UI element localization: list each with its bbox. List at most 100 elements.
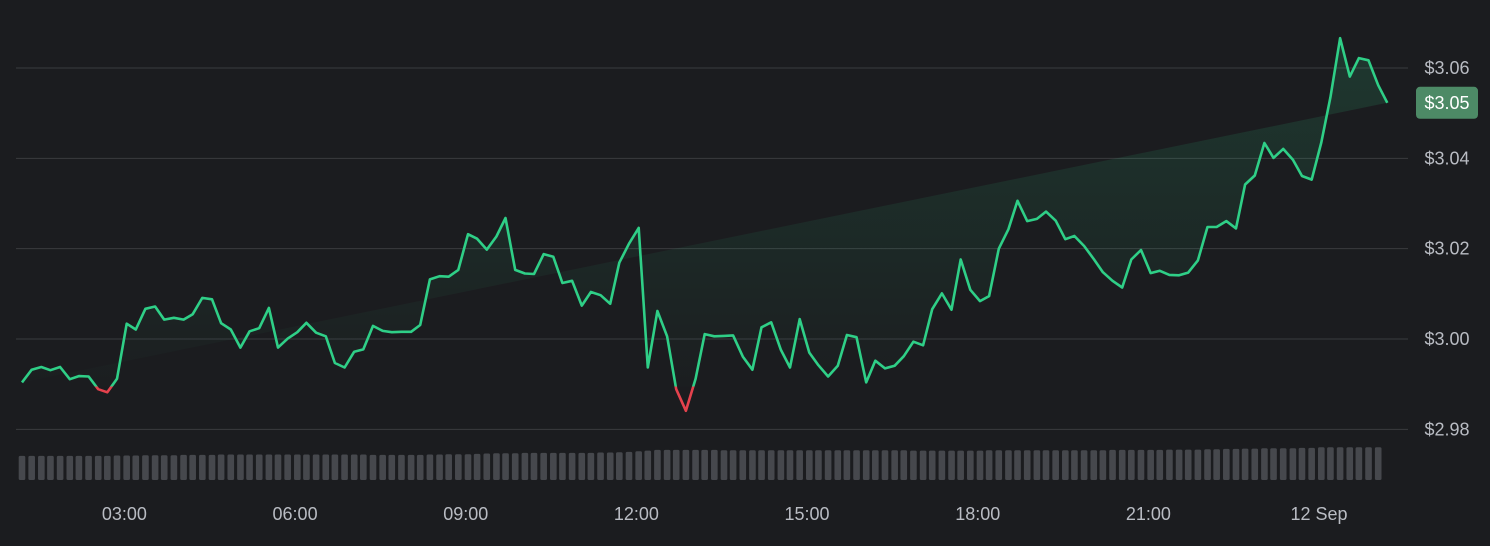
volume-bar	[123, 455, 130, 480]
volume-bar	[294, 454, 301, 480]
volume-bar	[217, 454, 225, 480]
volume-bar	[625, 451, 633, 480]
volume-bar	[530, 452, 538, 480]
price-area	[22, 38, 1388, 387]
volume-bar	[872, 450, 879, 480]
volume-bar	[1308, 447, 1315, 480]
last-price-badge	[1416, 86, 1478, 119]
volume-bar	[1336, 447, 1344, 480]
volume-bar	[379, 454, 386, 480]
volume-bar	[493, 453, 500, 480]
volume-bar	[1232, 448, 1240, 480]
volume-bar	[1184, 449, 1192, 480]
last-price-marker: $3.05	[1416, 86, 1478, 119]
volume-bar	[815, 450, 822, 480]
volume-bar	[132, 455, 140, 480]
volume-bar	[1137, 449, 1145, 480]
volume-bar	[749, 450, 756, 480]
volume-bar	[739, 450, 747, 480]
volume-bar	[985, 450, 993, 480]
volume-bar	[208, 454, 216, 480]
volume-bar	[1109, 449, 1116, 480]
volume-bar	[237, 454, 244, 480]
volume-bar	[1014, 450, 1021, 480]
volume-bar	[729, 450, 737, 480]
volume-bar	[28, 455, 35, 480]
volume-bar	[416, 454, 424, 480]
volume-bar	[407, 454, 415, 480]
last-price-label: $3.05	[1424, 93, 1469, 113]
volume-bar	[568, 452, 576, 480]
x-tick-label: 12 Sep	[1291, 504, 1348, 524]
volume-bar	[104, 455, 111, 480]
y-axis-ticks: $2.98 $3.00 $3.02 $3.04 $3.06	[1424, 58, 1469, 439]
volume-bar	[388, 454, 396, 480]
volume-bar	[360, 454, 367, 480]
x-tick-label: 09:00	[443, 504, 488, 524]
volume-bar	[786, 450, 794, 480]
volume-bar	[1346, 447, 1354, 480]
volume-bar	[1279, 448, 1287, 480]
volume-bar	[938, 450, 946, 480]
volume-bar	[1374, 447, 1382, 480]
volume-bar	[672, 449, 680, 480]
volume-bar	[767, 450, 775, 480]
volume-bar	[1071, 450, 1078, 480]
volume-bar	[341, 454, 348, 480]
volume-bar	[1062, 450, 1069, 480]
volume-bar	[312, 454, 320, 480]
x-tick-label: 15:00	[785, 504, 830, 524]
volume-bar	[1090, 450, 1098, 480]
volume-bar	[151, 455, 159, 480]
x-tick-label: 06:00	[273, 504, 318, 524]
volume-bar	[995, 450, 1003, 480]
volume-bar	[1327, 447, 1334, 480]
y-tick-label: $3.02	[1424, 239, 1469, 259]
volume-bar	[806, 450, 813, 480]
volume-bar	[265, 454, 273, 480]
volume-bar	[900, 450, 908, 480]
price-line-up	[20, 36, 1389, 387]
volume-bar	[521, 452, 529, 480]
volume-bar	[1147, 449, 1154, 480]
volume-bar	[919, 450, 927, 480]
volume-bar	[502, 453, 509, 480]
volume-bar	[1355, 447, 1363, 480]
volume-bar	[331, 454, 339, 480]
volume-bar	[540, 452, 547, 480]
volume-bar	[1156, 449, 1164, 480]
volume-bar	[426, 454, 434, 480]
volume-bar	[1166, 449, 1173, 480]
volume-bar	[559, 452, 566, 480]
volume-bar	[597, 452, 604, 480]
volume-bar	[550, 452, 557, 480]
volume-bar	[682, 449, 690, 480]
x-tick-label: 12:00	[614, 504, 659, 524]
volume-bar	[711, 449, 718, 480]
volume-bar	[199, 454, 206, 480]
volume-bar	[455, 454, 462, 480]
volume-bar	[644, 450, 652, 480]
volume-bar	[948, 450, 955, 480]
volume-bar	[56, 455, 64, 480]
volume-bar	[18, 455, 26, 480]
volume-bar	[142, 455, 149, 480]
volume-bar	[606, 452, 614, 480]
volume-bar	[1204, 449, 1211, 480]
volume-bar	[1318, 447, 1325, 480]
price-area-fill	[22, 38, 1388, 387]
volume-bar	[616, 452, 623, 480]
volume-bar	[853, 450, 860, 480]
volume-bar	[1052, 450, 1059, 480]
volume-bar	[398, 454, 405, 480]
y-tick-label: $3.04	[1424, 148, 1469, 168]
volume-bar	[1033, 450, 1041, 480]
volume-bar	[66, 455, 74, 480]
volume-bar	[928, 450, 936, 480]
volume-bar	[436, 454, 443, 480]
volume-bar	[322, 454, 330, 480]
y-tick-label: $3.06	[1424, 58, 1469, 78]
volume-bar	[189, 454, 196, 480]
